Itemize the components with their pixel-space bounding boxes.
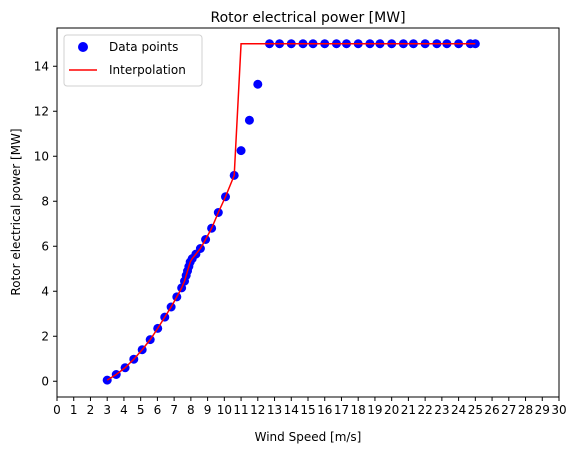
x-tick-label: 7 — [170, 403, 178, 417]
x-tick-label: 0 — [53, 403, 61, 417]
legend-label-interpolation: Interpolation — [109, 63, 186, 77]
y-tick-label: 8 — [41, 194, 49, 208]
data-point — [236, 146, 246, 156]
x-tick-label: 24 — [451, 403, 466, 417]
data-point — [470, 39, 480, 49]
legend-marker-data-points — [78, 42, 88, 52]
x-tick-label: 28 — [518, 403, 533, 417]
x-tick-label: 22 — [417, 403, 432, 417]
x-tick-label: 16 — [317, 403, 332, 417]
y-tick-label: 0 — [41, 374, 49, 388]
x-tick-label: 6 — [154, 403, 162, 417]
y-tick-label: 2 — [41, 329, 49, 343]
x-tick-label: 29 — [535, 403, 550, 417]
x-tick-label: 21 — [401, 403, 416, 417]
x-tick-label: 1 — [70, 403, 78, 417]
x-tick-label: 27 — [501, 403, 516, 417]
legend-box — [63, 34, 203, 87]
x-tick-label: 30 — [551, 403, 566, 417]
x-tick-label: 17 — [334, 403, 349, 417]
plot-area — [102, 39, 480, 385]
data-point — [253, 79, 263, 89]
y-tick-label: 12 — [34, 104, 49, 118]
y-tick-label: 14 — [34, 59, 49, 73]
y-axis-label: Rotor electrical power [MW] — [9, 128, 23, 295]
y-tick-label: 10 — [34, 149, 49, 163]
x-tick-label: 13 — [267, 403, 282, 417]
x-tick-label: 19 — [367, 403, 382, 417]
x-tick-label: 10 — [217, 403, 232, 417]
x-axis-label: Wind Speed [m/s] — [255, 430, 362, 444]
interpolation-line — [106, 43, 476, 381]
x-tick-label: 4 — [120, 403, 128, 417]
data-point — [244, 115, 254, 125]
x-tick-label: 26 — [484, 403, 499, 417]
x-tick-label: 3 — [103, 403, 111, 417]
x-tick-label: 20 — [384, 403, 399, 417]
x-tick-label: 18 — [351, 403, 366, 417]
x-tick-label: 12 — [250, 403, 265, 417]
legend-label-data-points: Data points — [109, 40, 178, 54]
x-tick-label: 5 — [137, 403, 145, 417]
x-tick-label: 25 — [468, 403, 483, 417]
x-tick-label: 9 — [204, 403, 212, 417]
legend: Data points Interpolation — [63, 34, 203, 87]
x-tick-label: 23 — [434, 403, 449, 417]
x-axis: 0 1 2 3 4 5 6 7 8 9 10 11 12 13 14 15 16 17 18 19 20 21 22 23 24… — [53, 397, 567, 417]
x-tick-label: 8 — [187, 403, 195, 417]
x-tick-label: 15 — [300, 403, 315, 417]
y-axis: 0 2 4 6 8 10 12 14 — [34, 59, 57, 388]
x-tick-label: 14 — [284, 403, 299, 417]
y-tick-label: 4 — [41, 284, 49, 298]
chart-title: Rotor electrical power [MW] — [210, 10, 405, 26]
x-tick-label: 11 — [233, 403, 248, 417]
x-tick-label: 2 — [87, 403, 95, 417]
y-tick-label: 6 — [41, 239, 49, 253]
